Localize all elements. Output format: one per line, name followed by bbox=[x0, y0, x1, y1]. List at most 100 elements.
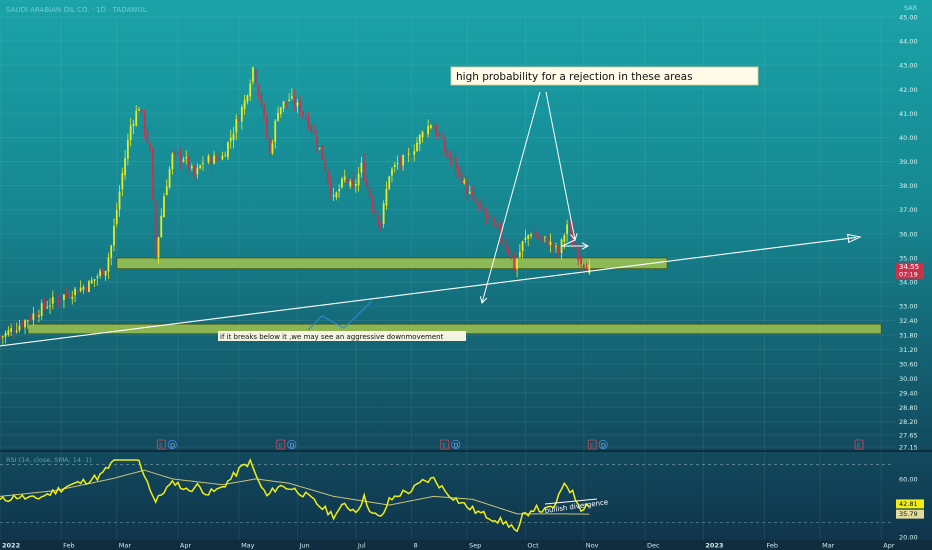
candle-body bbox=[382, 203, 385, 224]
breakdown-callout[interactable]: if it breaks below it ,we may see an agg… bbox=[218, 331, 466, 341]
price-tick-label: 45.00 bbox=[899, 14, 918, 22]
rsi-value-badges: 42.81 35.79 bbox=[896, 499, 924, 519]
candle-body bbox=[90, 280, 93, 284]
price-tick-label: 35.00 bbox=[899, 254, 918, 262]
earnings-letter: E bbox=[443, 442, 447, 450]
time-tick-label: May bbox=[241, 542, 255, 550]
candle-body bbox=[263, 104, 265, 117]
candle-body bbox=[402, 155, 404, 166]
candle-body bbox=[460, 171, 463, 184]
price-tick-label: 42.00 bbox=[899, 86, 918, 94]
rejection-callout[interactable]: high probability for a rejection in thes… bbox=[450, 66, 759, 86]
candle-body bbox=[496, 223, 499, 228]
candle-body bbox=[302, 111, 304, 116]
candle-body bbox=[193, 165, 196, 176]
candle-body bbox=[257, 84, 260, 96]
rsi-header: RSI (14, close, SMA, 14, 1) bbox=[6, 456, 92, 464]
time-tick-label: Nov bbox=[586, 542, 599, 550]
dividend-marker bbox=[167, 439, 177, 450]
candle-body bbox=[110, 245, 113, 258]
candle-body bbox=[104, 270, 107, 276]
candle-body bbox=[321, 145, 324, 159]
price-tick-label: 38.00 bbox=[899, 182, 918, 190]
dividend-letter: D bbox=[289, 442, 294, 450]
candle-body bbox=[477, 202, 480, 206]
candle-body bbox=[32, 313, 35, 320]
candle-body bbox=[413, 151, 416, 155]
candle-body bbox=[585, 268, 588, 272]
price-tick-label: 41.00 bbox=[899, 110, 918, 118]
candle-body bbox=[238, 120, 240, 122]
candle-body bbox=[449, 157, 452, 160]
candle-body bbox=[7, 330, 10, 335]
candle-body bbox=[416, 142, 418, 152]
candle-body bbox=[207, 155, 210, 163]
candle-body bbox=[18, 325, 21, 331]
candle-body bbox=[521, 241, 524, 251]
candle-body bbox=[68, 293, 71, 297]
candle-body bbox=[163, 196, 165, 218]
support-zones[interactable] bbox=[27, 257, 882, 335]
candle-body bbox=[296, 102, 299, 107]
candle-body bbox=[527, 235, 530, 239]
candle-body bbox=[277, 112, 279, 121]
candle-body bbox=[463, 180, 466, 184]
candle-body bbox=[446, 149, 449, 158]
candle-body bbox=[329, 180, 332, 195]
candle-body bbox=[310, 126, 313, 131]
divergence-annotation[interactable]: bullish divergence bbox=[544, 498, 608, 515]
candle-body bbox=[202, 162, 204, 164]
price-tick-label: 36.00 bbox=[899, 230, 918, 238]
candle-body bbox=[79, 287, 82, 292]
price-tick-label: 28.80 bbox=[899, 404, 918, 412]
candle-body bbox=[143, 111, 146, 133]
candle-body bbox=[569, 222, 571, 231]
time-tick-label: Feb bbox=[63, 542, 75, 550]
candle-body bbox=[424, 132, 427, 135]
annotation-arrows[interactable] bbox=[307, 91, 590, 331]
candle-body bbox=[260, 94, 263, 106]
price-axis[interactable]: 45.00 44.00 43.00 42.00 41.00 40.00 39.00 38.00… bbox=[899, 14, 918, 452]
candle-body bbox=[299, 100, 302, 113]
candle-body bbox=[168, 169, 171, 188]
candle-body bbox=[43, 301, 46, 307]
candle-body bbox=[121, 173, 124, 190]
candle-body bbox=[46, 307, 49, 309]
candle-body bbox=[557, 247, 560, 254]
rising-trendline[interactable] bbox=[0, 236, 857, 349]
candle-body bbox=[152, 147, 154, 200]
arrow-to-upper-zone bbox=[545, 91, 576, 241]
last-price-badge: 34.55 07:19 bbox=[896, 262, 924, 279]
candle-body bbox=[441, 137, 443, 139]
candle-body bbox=[254, 68, 257, 85]
candle-body bbox=[293, 96, 296, 106]
price-tick-label: 28.20 bbox=[899, 418, 918, 426]
candle-body bbox=[549, 241, 552, 246]
candle-body bbox=[174, 152, 177, 154]
candle-body bbox=[240, 107, 243, 122]
time-tick-label: 2023 bbox=[705, 542, 723, 550]
rsi-line[interactable] bbox=[0, 457, 590, 533]
time-axis[interactable]: 2022 Feb Mar Apr May Jun Jul 8 Sep Oct Nov Dec 2023 F… bbox=[0, 540, 932, 550]
candle-body bbox=[157, 237, 160, 258]
candle-body bbox=[574, 244, 577, 250]
rsi-levels bbox=[0, 464, 894, 523]
price-tick-label: 37.00 bbox=[899, 206, 918, 214]
candle-body bbox=[99, 270, 101, 276]
candle-body bbox=[474, 196, 477, 203]
candle-body bbox=[154, 200, 157, 256]
candle-body bbox=[377, 214, 379, 223]
candle-body bbox=[132, 123, 135, 127]
candlestick-series[interactable] bbox=[0, 66, 591, 345]
candle-body bbox=[307, 117, 310, 129]
candle-body bbox=[26, 320, 29, 322]
rsi-moving-average bbox=[0, 469, 590, 515]
candle-body bbox=[54, 299, 57, 301]
symbol-header: SAUDI ARABIAN OIL CO. · 1D · TADAWUL bbox=[6, 6, 147, 14]
candle-body bbox=[35, 314, 38, 317]
candle-body bbox=[491, 218, 493, 220]
rsi-ma-value: 35.79 bbox=[899, 510, 918, 518]
